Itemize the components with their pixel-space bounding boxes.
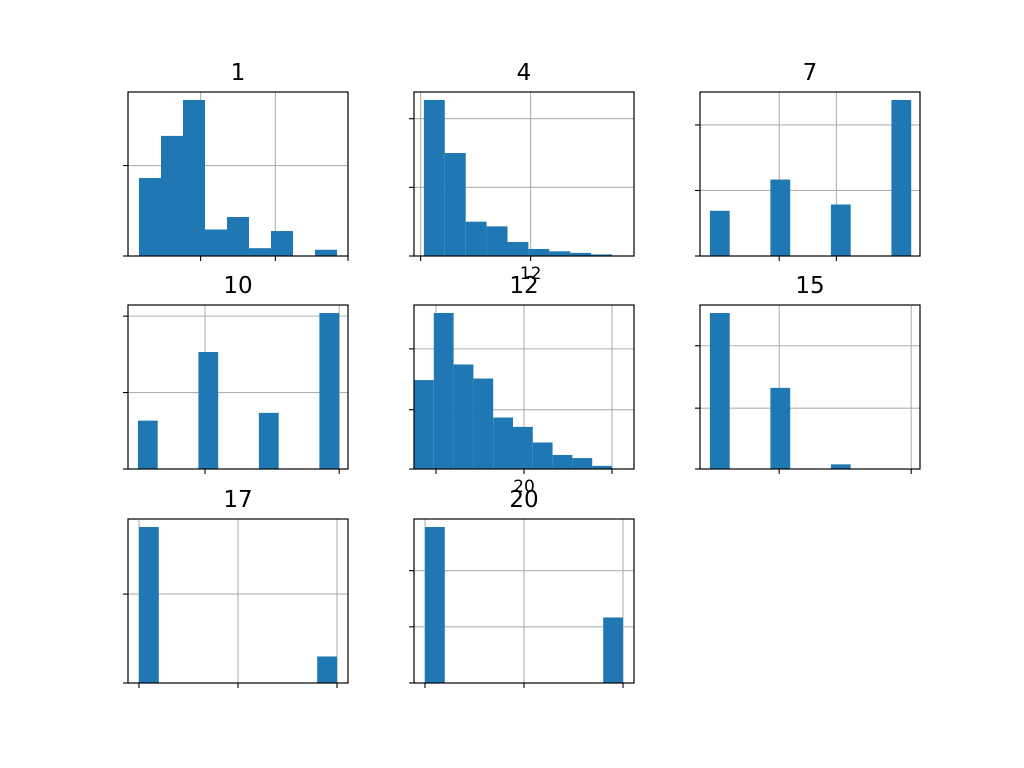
- histogram-bar: [139, 178, 161, 256]
- histogram-bar: [709, 313, 730, 469]
- histogram-bar: [591, 254, 612, 256]
- histogram-bar: [770, 387, 791, 469]
- histogram-bar: [570, 252, 592, 256]
- histogram-bar: [315, 249, 337, 256]
- axes-frame: [413, 91, 635, 257]
- histogram-bar: [271, 231, 293, 256]
- histogram-bar: [139, 527, 159, 683]
- subplot-title: 10: [223, 273, 252, 299]
- histogram-bar: [317, 656, 337, 683]
- histogram-bar: [473, 378, 494, 469]
- subplot-title: 15: [795, 273, 824, 299]
- histogram-bar: [465, 221, 487, 256]
- subplot-8: 20: [409, 487, 635, 688]
- histogram-bar: [891, 100, 912, 256]
- subplot-title: 17: [223, 487, 252, 513]
- histogram-bar: [603, 617, 623, 683]
- histogram-bar: [513, 426, 533, 469]
- axes-frame: [699, 91, 921, 257]
- histogram-bar: [532, 442, 553, 469]
- histogram-bar: [249, 248, 271, 256]
- histogram-bar: [572, 458, 593, 469]
- histogram-bar: [453, 364, 474, 469]
- histogram-bar: [258, 412, 279, 469]
- subplot-6: 15: [695, 273, 921, 474]
- histogram-bar: [205, 229, 227, 256]
- histogram-bar: [425, 527, 445, 683]
- subplot-title: 7: [803, 60, 818, 86]
- histogram-bar: [507, 241, 529, 256]
- axes-frame: [127, 304, 349, 470]
- histogram-bar: [161, 135, 183, 256]
- histogram-bar: [444, 153, 466, 256]
- histogram-bar: [528, 248, 550, 256]
- histogram-bar: [414, 380, 434, 469]
- histogram-bar: [830, 204, 851, 256]
- subplot-2: 12 4: [409, 60, 635, 284]
- histogram-bar: [433, 313, 454, 469]
- histogram-bar: [592, 465, 612, 469]
- histogram-bar: [770, 179, 791, 256]
- histogram-bar: [183, 100, 205, 256]
- subplot-title: 4: [517, 60, 532, 86]
- subplot-7: 17: [123, 487, 349, 688]
- histogram-bar: [493, 417, 513, 469]
- axes-frame: [127, 91, 349, 257]
- subplot-1: 1: [123, 60, 349, 261]
- histogram-bar: [709, 210, 730, 256]
- histogram-bar: [137, 420, 158, 469]
- x-tick-label: 12: [520, 264, 542, 284]
- histogram-bar: [486, 226, 508, 256]
- histogram-bar: [319, 313, 340, 469]
- histogram-bar: [227, 217, 249, 256]
- histogram-bar: [198, 352, 219, 469]
- subplot-4: 10: [123, 273, 349, 474]
- histogram-bar: [552, 454, 573, 469]
- histogram-bar: [549, 251, 571, 256]
- histogram-bar: [830, 464, 851, 469]
- axes-frame: [699, 304, 921, 470]
- subplot-3: 7: [695, 60, 921, 261]
- subplot-title: 12: [509, 273, 538, 299]
- subplot-title: 20: [509, 487, 538, 513]
- histogram-bar: [423, 100, 445, 256]
- x-tick-label: 20: [513, 477, 535, 497]
- subplot-title: 1: [231, 60, 246, 86]
